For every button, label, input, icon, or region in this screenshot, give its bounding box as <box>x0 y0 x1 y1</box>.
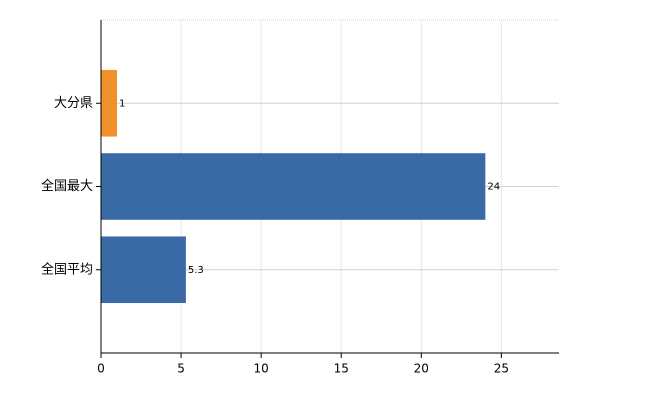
x-tick-label: 10 <box>253 362 268 376</box>
y-tick-label: 全国平均 <box>41 261 93 277</box>
x-tick-label: 5 <box>177 362 185 376</box>
x-tick-label: 0 <box>97 362 105 376</box>
bar <box>101 236 186 304</box>
x-tick-label: 25 <box>494 362 509 376</box>
x-tick-label: 15 <box>334 362 349 376</box>
x-tick-label: 20 <box>414 362 429 376</box>
bar <box>101 153 486 220</box>
bar <box>101 69 118 137</box>
value-label: 1 <box>119 98 125 109</box>
y-tick-label: 全国最大 <box>41 178 93 194</box>
y-tick-label: 大分県 <box>54 96 93 111</box>
value-label: 24 <box>487 182 500 193</box>
value-label: 5.3 <box>188 265 204 276</box>
